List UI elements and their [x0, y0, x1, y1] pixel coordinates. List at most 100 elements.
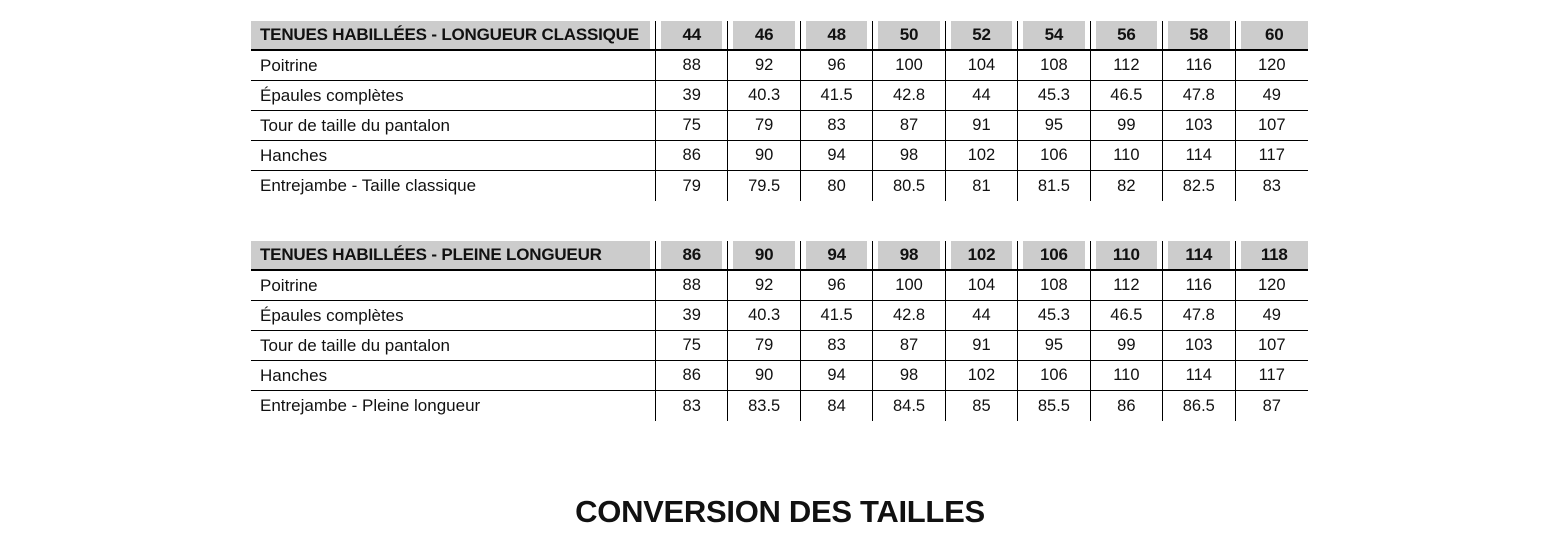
measurement-value: 85	[946, 391, 1019, 421]
size-column-header-cell: 44	[656, 21, 729, 51]
measurement-value: 44	[945, 301, 1019, 331]
measurement-value: 87	[873, 111, 946, 141]
size-column-header: 110	[1095, 241, 1158, 269]
measurement-value: 99	[1090, 111, 1164, 141]
measurement-label: Hanches	[251, 361, 656, 391]
measurement-value: 120	[1235, 271, 1308, 301]
measurement-value: 40.3	[728, 81, 801, 111]
measurement-value: 46.5	[1090, 301, 1164, 331]
measurement-value: 83	[1262, 176, 1281, 195]
measurement-value: 90	[728, 141, 801, 171]
size-table: TENUES HABILLÉES - PLEINE LONGUEUR 86 90 94…	[251, 241, 1308, 421]
size-column-header: 106	[1023, 241, 1085, 269]
size-column-header-cell: 86	[656, 241, 729, 271]
measurement-value: 95	[1018, 331, 1091, 361]
measurement-value: 91	[945, 111, 1019, 141]
table-full-length: TENUES HABILLÉES - PLEINE LONGUEUR 86 90 94…	[251, 241, 1308, 421]
measurement-value: 83	[800, 331, 874, 361]
size-column-header: 90	[733, 241, 795, 269]
measurement-value: 106	[1018, 141, 1091, 171]
measurement-value: 40.3	[728, 301, 801, 331]
measurement-value: 45.3	[1018, 301, 1091, 331]
measurement-value: 42.8	[873, 81, 946, 111]
measurement-value: 88	[656, 271, 729, 301]
measurement-value: 100	[873, 51, 946, 81]
measurement-value: 49	[1235, 81, 1308, 111]
measurement-value: 87	[1262, 396, 1281, 415]
size-column-header: 54	[1023, 21, 1085, 49]
measurement-value: 116	[1163, 51, 1236, 81]
measurement-value: 106	[1018, 361, 1091, 391]
measurement-value: 100	[873, 271, 946, 301]
size-column-header: 118	[1240, 241, 1308, 269]
measurement-value: 112	[1090, 51, 1164, 81]
measurement-label: Tour de taille du pantalon	[251, 331, 656, 361]
size-column-header-cell: 98	[873, 241, 946, 271]
measurement-value: 46.5	[1090, 81, 1164, 111]
measurement-value: 47.8	[1163, 301, 1236, 331]
size-column-header: 94	[805, 241, 868, 269]
size-column-header-cell: 58	[1163, 21, 1236, 51]
measurement-value: 45.3	[1018, 81, 1091, 111]
measurement-value: 102	[945, 141, 1019, 171]
measurement-value: 95	[1018, 111, 1091, 141]
measurement-row: Épaules complètes 39 40.3 41.5 42.8 44 45.3 46.…	[251, 301, 1308, 331]
size-column-header-cell: 118	[1235, 241, 1308, 271]
measurement-label: Hanches	[251, 141, 656, 171]
measurement-value: 108	[1018, 271, 1091, 301]
size-column-header-cell: 52	[945, 21, 1019, 51]
measurement-value: 80	[801, 171, 874, 201]
measurement-value: 108	[1018, 51, 1091, 81]
size-column-header: 102	[950, 241, 1013, 269]
measurement-value: 102	[945, 361, 1019, 391]
measurement-value: 47.8	[1163, 81, 1236, 111]
measurement-value: 110	[1090, 361, 1164, 391]
measurement-value: 39	[656, 301, 729, 331]
size-table-header-row: TENUES HABILLÉES - LONGUEUR CLASSIQUE 44 4…	[251, 21, 1308, 51]
measurement-row: Hanches 86 90 94 98 102 106 110 114 117	[251, 141, 1308, 171]
measurement-value: 80.5	[873, 171, 946, 201]
measurement-value: 82	[1091, 171, 1164, 201]
measurement-value: 79	[728, 331, 801, 361]
size-column-header: 52	[950, 21, 1013, 49]
measurement-value: 86.5	[1163, 391, 1236, 421]
size-column-header: 44	[661, 21, 723, 49]
measurement-value: 79	[728, 111, 801, 141]
measurement-value: 112	[1090, 271, 1164, 301]
measurement-value: 114	[1163, 141, 1236, 171]
measurement-value: 41.5	[800, 301, 874, 331]
measurement-value: 96	[800, 271, 874, 301]
measurement-row: Entrejambe - Taille classique 79 79.5 80 80.…	[251, 171, 1308, 201]
size-column-header-cell: 54	[1018, 21, 1091, 51]
measurement-value: 44	[945, 81, 1019, 111]
measurement-value: 99	[1090, 331, 1164, 361]
measurement-value: 96	[800, 51, 874, 81]
measurement-value: 92	[728, 271, 801, 301]
measurement-value: 94	[800, 361, 874, 391]
size-column-header-cell: 60	[1235, 21, 1308, 51]
size-column-header: 58	[1168, 21, 1230, 49]
measurement-value: 103	[1163, 111, 1236, 141]
page-title: CONVERSION DES TAILLES	[575, 494, 985, 529]
measurement-value: 84	[801, 391, 874, 421]
measurement-value: 86	[656, 361, 729, 391]
measurement-value: 85.5	[1018, 391, 1091, 421]
measurement-row: Tour de taille du pantalon 75 79 83 87 91 95 99…	[251, 111, 1308, 141]
measurement-value: 75	[656, 111, 729, 141]
measurement-value: 42.8	[873, 301, 946, 331]
table-title: TENUES HABILLÉES - LONGUEUR CLASSIQUE	[251, 21, 650, 49]
size-column-header: 46	[733, 21, 795, 49]
measurement-value: 98	[873, 361, 946, 391]
measurement-value: 107	[1235, 331, 1308, 361]
table-title: TENUES HABILLÉES - PLEINE LONGUEUR	[251, 241, 650, 269]
measurement-value: 41.5	[800, 81, 874, 111]
measurement-value: 107	[1235, 111, 1308, 141]
measurement-value: 114	[1163, 361, 1236, 391]
measurement-value: 90	[728, 361, 801, 391]
measurement-value: 79	[656, 171, 729, 201]
measurement-row: Entrejambe - Pleine longueur 83 83.5 84 84.5…	[251, 391, 1308, 421]
measurement-value: 82.5	[1163, 171, 1236, 201]
table-classic-length: TENUES HABILLÉES - LONGUEUR CLASSIQUE 44 4…	[251, 21, 1308, 201]
measurement-value: 103	[1163, 331, 1236, 361]
measurement-row: Épaules complètes 39 40.3 41.5 42.8 44 45.3 46.…	[251, 81, 1308, 111]
